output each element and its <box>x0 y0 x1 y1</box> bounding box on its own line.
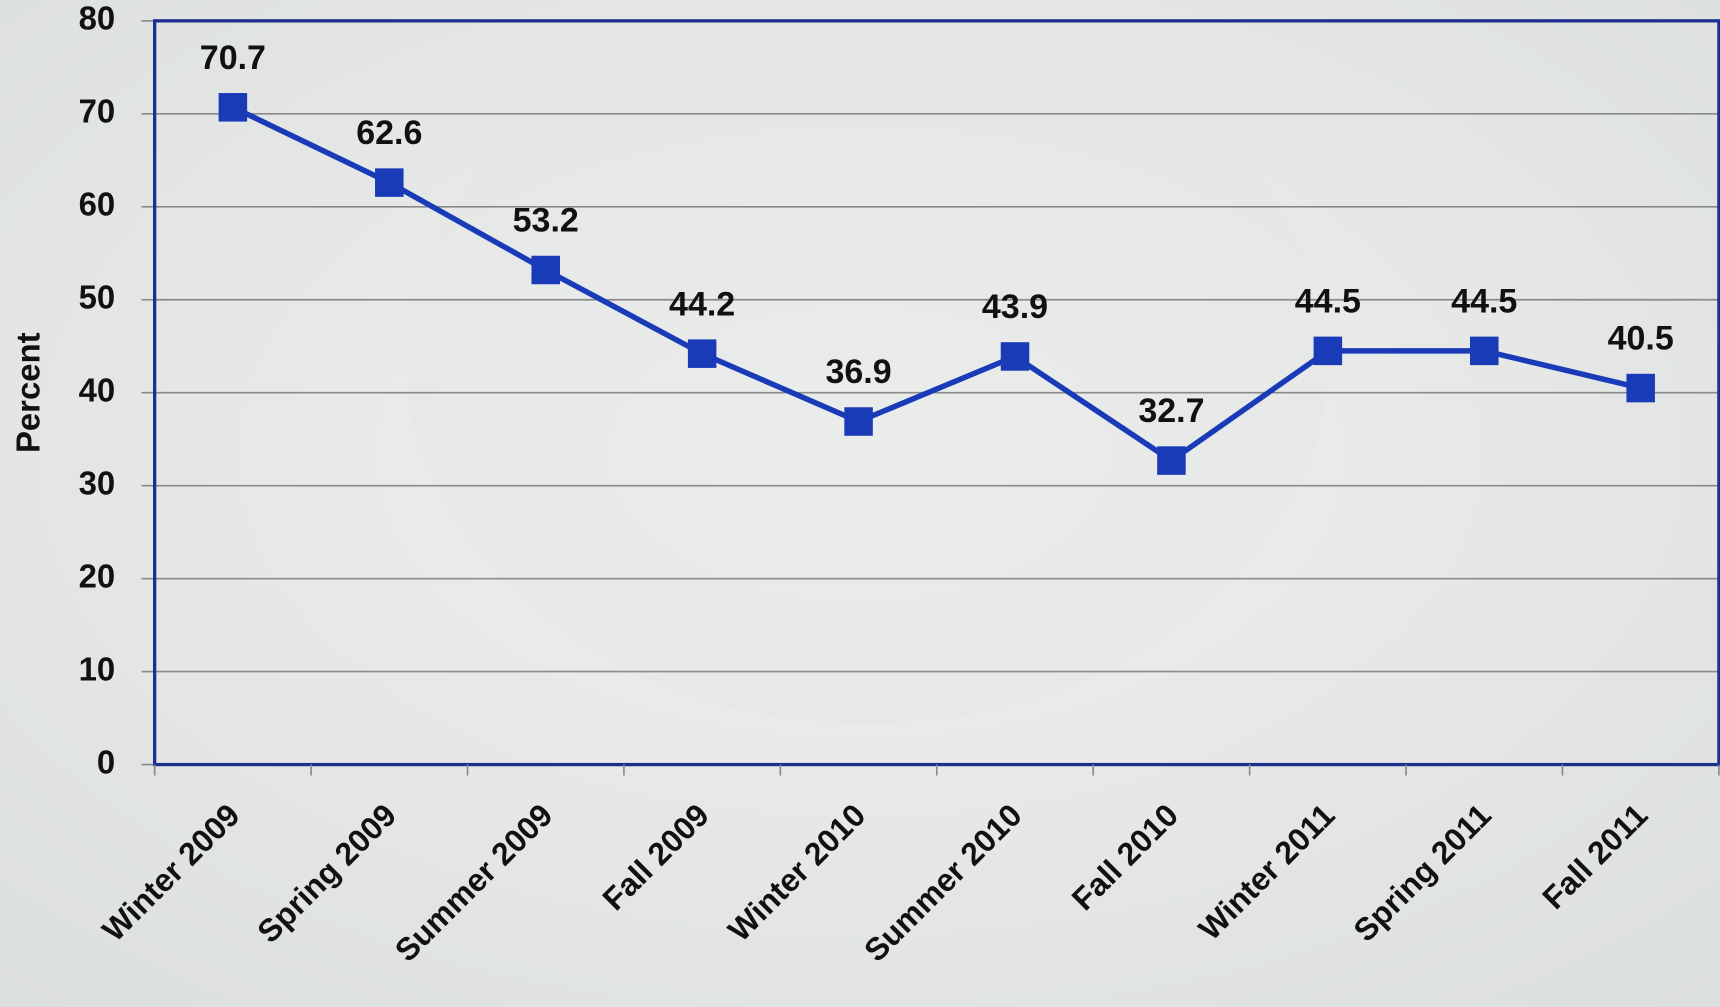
data-label: 62.6 <box>356 114 422 152</box>
data-marker <box>1313 336 1343 366</box>
data-marker <box>687 339 717 368</box>
data-marker <box>1470 336 1499 366</box>
data-marker <box>1626 373 1655 403</box>
y-tick-label: 50 <box>79 278 116 315</box>
data-marker <box>218 93 248 122</box>
data-label: 40.5 <box>1608 320 1674 358</box>
data-marker <box>1157 446 1186 475</box>
y-tick-label: 30 <box>79 464 116 501</box>
y-tick-label: 70 <box>79 93 116 130</box>
data-marker <box>375 168 404 197</box>
y-tick-label: 20 <box>79 557 116 594</box>
y-tick-label: 10 <box>79 650 116 687</box>
data-label: 53.2 <box>513 202 579 240</box>
data-marker <box>531 255 560 285</box>
data-marker <box>1000 342 1030 371</box>
y-tick-label: 0 <box>97 743 115 780</box>
y-tick-label: 40 <box>79 371 116 408</box>
data-label: 44.2 <box>669 285 735 323</box>
data-label: 44.5 <box>1451 282 1517 320</box>
data-label: 32.7 <box>1138 392 1204 430</box>
y-tick-label: 80 <box>79 0 116 37</box>
data-label: 43.9 <box>982 288 1048 326</box>
data-line <box>231 104 1642 464</box>
data-marker <box>844 407 873 436</box>
data-label: 44.5 <box>1295 282 1361 320</box>
watermark <box>405 0 1328 724</box>
data-label: 70.7 <box>200 39 266 77</box>
data-label: 36.9 <box>825 353 891 391</box>
y-axis-label: Percent <box>9 332 46 453</box>
y-tick-label: 60 <box>79 185 116 222</box>
